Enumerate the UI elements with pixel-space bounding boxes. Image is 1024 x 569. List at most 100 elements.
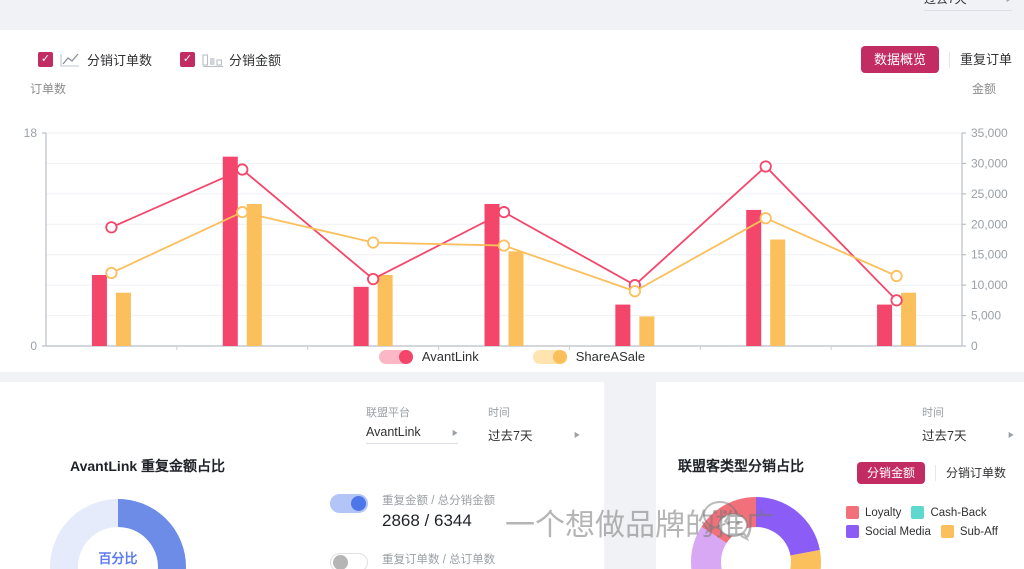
toggle-repeat-orders[interactable] <box>330 553 368 569</box>
legend-item-shareasale[interactable]: ShareASale <box>532 349 646 364</box>
checkbox-checked-icon[interactable]: ✓ <box>180 52 196 67</box>
filter-time-right-text: 过去7天 <box>922 429 967 443</box>
legend-item-sub-aff[interactable]: Sub-Aff <box>940 525 998 538</box>
legend-swatch-avantlink <box>378 349 413 364</box>
data-point <box>236 206 249 219</box>
data-point <box>367 272 380 286</box>
legend-label-avantlink: AvantLink <box>421 349 479 364</box>
bar <box>91 275 107 346</box>
series-toggle-amount[interactable]: ✓ 分销金额 <box>180 50 281 69</box>
data-point <box>105 266 118 280</box>
legend-swatch-loyalty <box>846 506 859 519</box>
right-tab-group: 分销金额 分销订单数 <box>856 462 1006 484</box>
chart-bars <box>91 156 917 346</box>
data-point <box>497 206 511 219</box>
filter-affiliate-platform[interactable]: 联盟平台 AvantLink ▶ <box>366 404 458 449</box>
tab-data-overview[interactable]: 数据概览 <box>860 46 939 73</box>
chevron-right-icon: ▶ <box>1006 0 1011 3</box>
top-time-filter[interactable]: 过去7天 ▶ <box>924 0 1016 11</box>
svg-text:30,000: 30,000 <box>971 156 1008 170</box>
data-point <box>105 221 118 234</box>
filter-affiliate-platform-label: 联盟平台 <box>366 407 410 419</box>
chevron-right-icon: ▶ <box>452 427 458 437</box>
legend-item-loyalty[interactable]: Loyalty <box>846 506 901 519</box>
chart-card: ✓ 分销订单数 ✓ <box>0 30 1024 372</box>
bar <box>508 251 524 346</box>
legend-label-sub-aff: Sub-Aff <box>959 525 998 538</box>
svg-text:10,000: 10,000 <box>971 278 1008 292</box>
toggle-knob <box>333 555 348 569</box>
bar <box>377 275 393 346</box>
filter-time-left-label: 时间 <box>488 407 510 419</box>
toggle-repeat-amount[interactable] <box>330 494 368 513</box>
bar <box>222 156 238 346</box>
bar <box>770 239 786 346</box>
top-time-filter-value[interactable]: 过去7天 ▶ <box>924 0 1012 11</box>
filter-time-right[interactable]: 时间 过去7天 ▶ <box>922 404 1014 449</box>
left-card-title: AvantLink 重复金额占比 <box>70 458 226 474</box>
legend-swatch-social-media <box>846 525 859 538</box>
top-time-filter-text: 过去7天 <box>924 0 967 7</box>
right-legend: Loyalty Cash-Back Social Media Sub-Aff <box>846 506 1022 538</box>
chevron-right-icon: ▶ <box>1008 430 1014 439</box>
chart-gridlines <box>46 132 962 347</box>
donut-slice <box>691 497 821 569</box>
data-point <box>890 269 903 283</box>
data-point <box>628 285 641 298</box>
left-panel-filters: 联盟平台 AvantLink ▶ 时间 过去7天 ▶ <box>366 404 580 449</box>
series-toggle-orders[interactable]: ✓ 分销订单数 <box>38 50 152 69</box>
left-metrics: 重复金额 / 总分销金额 2868 / 6344 重复订单数 / 总订单数 2 … <box>330 492 495 569</box>
bar <box>746 209 762 346</box>
svg-text:5,000: 5,000 <box>971 309 1001 323</box>
metric-repeat-amount-value: 2868 / 6344 <box>382 511 472 530</box>
legend-item-avantlink[interactable]: AvantLink <box>378 349 479 364</box>
filter-affiliate-platform-text: AvantLink <box>366 425 421 439</box>
chart-plot-area: 0 18 0 5,000 10,000 15,000 20,000 25,000 30,000 3… <box>0 100 1024 350</box>
svg-text:18: 18 <box>24 126 38 140</box>
legend-item-cashback[interactable]: Cash-Back <box>911 506 987 519</box>
metric-repeat-amount: 重复金额 / 总分销金额 2868 / 6344 <box>330 492 495 531</box>
top-strip: 过去7天 ▶ <box>0 0 1024 30</box>
svg-text:0: 0 <box>971 339 978 350</box>
data-point <box>890 294 903 307</box>
repeat-amount-donut <box>45 494 191 569</box>
left-panel: 联盟平台 AvantLink ▶ 时间 过去7天 ▶ AvantLink 重复金… <box>0 382 604 569</box>
donut-slice <box>691 497 821 569</box>
bar <box>246 204 262 346</box>
tab-divider <box>934 465 936 481</box>
filter-affiliate-platform-value[interactable]: AvantLink ▶ <box>366 425 458 444</box>
svg-text:20,000: 20,000 <box>971 217 1008 231</box>
chevron-right-icon: ▶ <box>574 430 580 439</box>
line-chart-icon <box>60 52 80 68</box>
tab-repeat-orders[interactable]: 重复订单 <box>959 52 1012 67</box>
panel-gap <box>0 372 1024 382</box>
bar <box>615 304 631 346</box>
data-point <box>497 239 511 252</box>
checkbox-checked-icon[interactable]: ✓ <box>38 52 53 67</box>
data-point <box>759 160 772 173</box>
right-card: 联盟客类型分销占比 分销金额 分销订单数 Loyalty Cash-Back <box>656 444 1024 569</box>
bar <box>877 304 893 346</box>
filter-time-left[interactable]: 时间 过去7天 ▶ <box>488 404 580 449</box>
legend-label-cashback: Cash-Back <box>930 506 987 519</box>
chart-toolbar: ✓ 分销订单数 ✓ <box>0 46 1024 80</box>
chart-legend: AvantLink ShareASale <box>0 349 1024 364</box>
svg-text:15,000: 15,000 <box>971 248 1008 262</box>
donut-slice <box>691 497 821 569</box>
bar <box>484 204 500 346</box>
metric-repeat-orders-label: 重复订单数 / 总订单数 <box>382 554 496 566</box>
bar <box>901 292 917 346</box>
series-toggle-amount-label: 分销金额 <box>229 53 282 68</box>
tab-distribution-orders[interactable]: 分销订单数 <box>945 466 1006 480</box>
svg-text:35,000: 35,000 <box>971 126 1008 140</box>
series-toggle-orders-label: 分销订单数 <box>87 53 153 68</box>
tab-distribution-amount[interactable]: 分销金额 <box>856 462 925 484</box>
chart-y-tick-labels: 0 18 0 5,000 10,000 15,000 20,000 25,000 30,000 3… <box>24 126 1008 350</box>
legend-label-shareasale: ShareASale <box>575 349 646 364</box>
left-card: AvantLink 重复金额占比 百分比 45.21% 重复金额 / 总分销金额… <box>0 444 604 569</box>
legend-label-loyalty: Loyalty <box>865 506 902 519</box>
legend-swatch-cashback <box>911 506 925 519</box>
legend-item-social-media[interactable]: Social Media <box>846 525 931 538</box>
tab-divider <box>948 51 950 68</box>
